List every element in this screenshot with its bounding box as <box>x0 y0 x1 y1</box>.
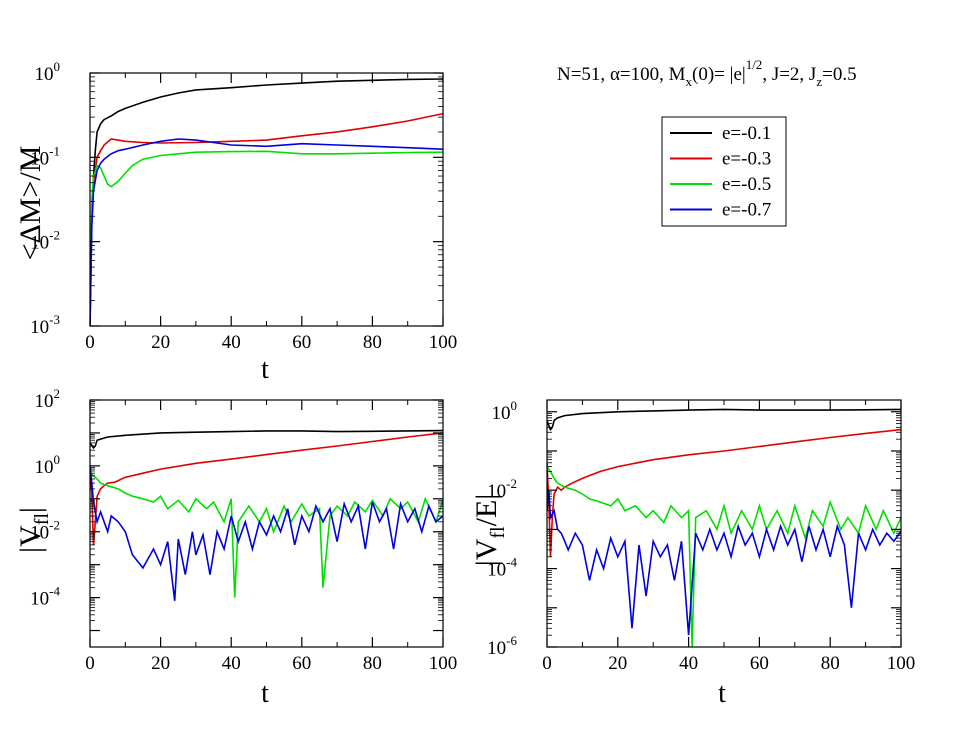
legend-label: e=-0.7 <box>722 200 771 221</box>
y-tick-label: 10-6 <box>487 633 517 659</box>
y-tick-label: 100 <box>492 398 518 424</box>
x-tick-label: 40 <box>679 653 698 674</box>
series-line-e=-0.7 <box>547 490 901 636</box>
y-tick-label: 10-2 <box>30 228 60 254</box>
x-tick-label: 80 <box>363 653 382 674</box>
y-tick-label: 10-2 <box>30 518 60 544</box>
series-line-e=-0.3 <box>547 428 901 557</box>
y-tick-label: 10-3 <box>30 312 60 338</box>
y-tick-label: 10-1 <box>30 143 60 169</box>
xlabel-top-left: t <box>261 354 269 385</box>
ylabel-top-left: <ΔM>/M <box>14 146 47 261</box>
legend-label: e=-0.1 <box>722 123 771 144</box>
plot-frame <box>546 399 902 648</box>
legend-label: e=-0.5 <box>722 174 771 195</box>
x-tick-label: 20 <box>151 332 170 353</box>
xlabel-bottom-left: t <box>261 678 269 709</box>
x-tick-label: 60 <box>292 653 311 674</box>
y-tick-label: 10-4 <box>30 584 60 610</box>
series-line-e=-0.5 <box>90 150 443 326</box>
series-line-e=-0.7 <box>90 465 443 601</box>
x-tick-label: 100 <box>429 653 458 674</box>
x-tick-label: 40 <box>222 332 241 353</box>
x-tick-label: 0 <box>542 653 552 674</box>
ylabel-bottom-right: |Vfl/E| <box>470 494 509 567</box>
x-tick-label: 80 <box>363 332 382 353</box>
x-tick-label: 0 <box>85 653 95 674</box>
x-tick-label: 80 <box>821 653 840 674</box>
panel-top-left: 0 20 40 60 80 100 100 10-1 10-2 10-3 <box>30 59 457 353</box>
y-tick-label: 10-4 <box>487 555 517 581</box>
x-tick-label: 0 <box>85 332 95 353</box>
series-line-e=-0.1 <box>547 408 901 432</box>
x-tick-label: 100 <box>887 653 916 674</box>
series-line-e=-0.1 <box>90 78 443 326</box>
x-tick-label: 60 <box>292 332 311 353</box>
y-tick-label: 10-2 <box>487 476 517 502</box>
xlabel-bottom-right: t <box>718 678 726 709</box>
x-tick-label: 40 <box>222 653 241 674</box>
x-tick-label: 60 <box>750 653 769 674</box>
panel-bottom-left: 0 20 40 60 80 100 102 100 10-2 10-4 <box>30 386 457 674</box>
y-tick-label: 102 <box>35 386 61 412</box>
y-tick-label: 100 <box>35 452 61 478</box>
params-title: N=51, α=100, Mx(0)= |e|1/2, J=2, Jz=0.5 <box>557 57 857 89</box>
plot-frame <box>89 72 444 327</box>
y-tick-label: 100 <box>35 59 61 85</box>
legend-label: e=-0.3 <box>722 149 771 170</box>
ylabel-bottom-left: |Vfl| <box>14 507 53 553</box>
x-tick-label: 20 <box>151 653 170 674</box>
x-tick-label: 20 <box>608 653 627 674</box>
series-line-e=-0.5 <box>547 466 901 647</box>
series-line-e=-0.1 <box>90 429 443 450</box>
plot-frame <box>89 399 444 648</box>
panel-bottom-right: 0 20 40 60 80 100 100 10-2 10-4 10-6 <box>487 398 915 674</box>
x-tick-label: 100 <box>429 332 458 353</box>
series-line-e=-0.7 <box>90 138 443 326</box>
legend: e=-0.1 e=-0.3 e=-0.5 e=-0.7 <box>661 116 787 227</box>
